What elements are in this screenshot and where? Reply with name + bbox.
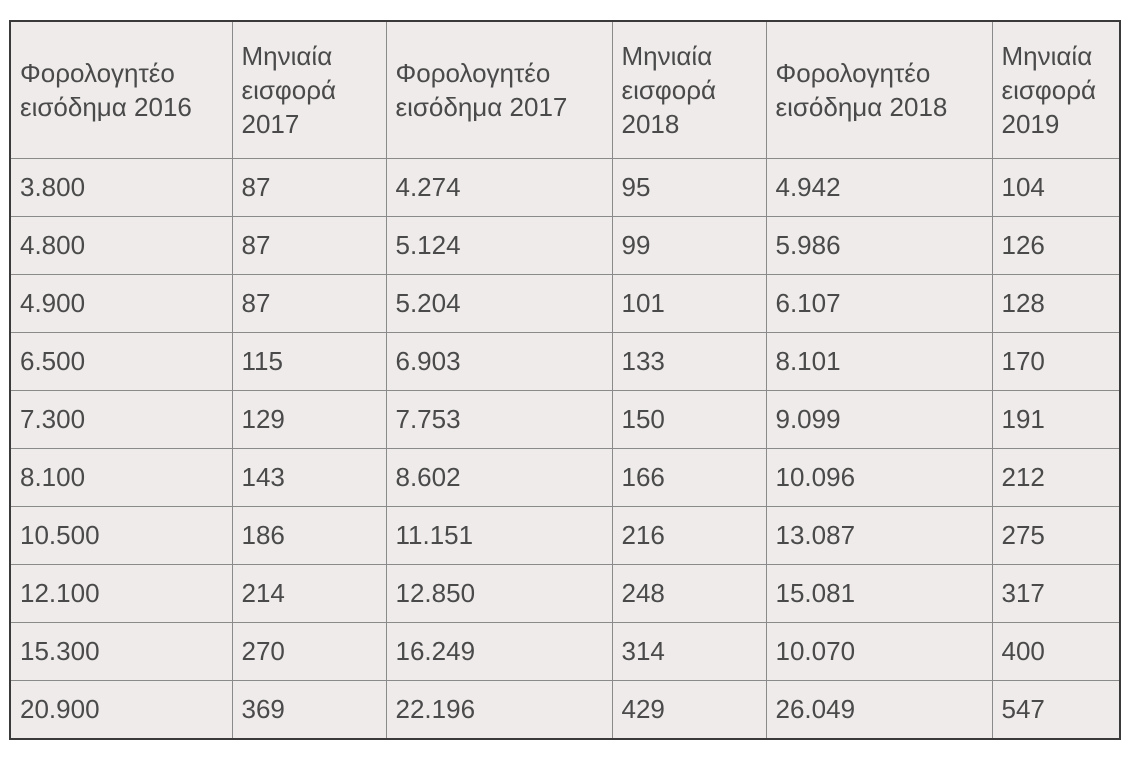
table-cell: 429	[611, 679, 767, 738]
table-cell: 133	[611, 331, 767, 391]
table-cell: 5.124	[385, 215, 613, 275]
table-cell: 547	[991, 679, 1119, 738]
table-cell: 4.900	[11, 273, 233, 333]
table-cell: 7.300	[11, 389, 233, 449]
table-cell: 95	[611, 157, 767, 217]
table-cell: 7.753	[385, 389, 613, 449]
header-monthly-contribution-2017: Μηνιαία εισφορά 2017	[231, 22, 387, 159]
table-cell: 15.300	[11, 621, 233, 681]
table-cell: 6.107	[765, 273, 993, 333]
table-cell: 26.049	[765, 679, 993, 738]
table-cell: 10.500	[11, 505, 233, 565]
table-cell: 129	[231, 389, 387, 449]
table-row: 6.500 115 6.903 133 8.101 170	[11, 331, 1119, 391]
table-cell: 4.942	[765, 157, 993, 217]
table-row: 3.800 87 4.274 95 4.942 104	[11, 157, 1119, 217]
table-cell: 87	[231, 157, 387, 217]
table-cell: 317	[991, 563, 1119, 623]
table-header-row: Φορολογητέο εισόδημα 2016 Μηνιαία εισφορ…	[11, 22, 1119, 159]
table-cell: 8.100	[11, 447, 233, 507]
table-cell: 212	[991, 447, 1119, 507]
table-cell: 248	[611, 563, 767, 623]
table-cell: 115	[231, 331, 387, 391]
table-cell: 99	[611, 215, 767, 275]
table-cell: 12.850	[385, 563, 613, 623]
table-cell: 22.196	[385, 679, 613, 738]
table-cell: 150	[611, 389, 767, 449]
table-row: 12.100 214 12.850 248 15.081 317	[11, 563, 1119, 623]
table-cell: 166	[611, 447, 767, 507]
table-cell: 10.070	[765, 621, 993, 681]
contribution-table: Φορολογητέο εισόδημα 2016 Μηνιαία εισφορ…	[11, 22, 1119, 738]
table-cell: 270	[231, 621, 387, 681]
table-cell: 275	[991, 505, 1119, 565]
table-cell: 128	[991, 273, 1119, 333]
table-row: 15.300 270 16.249 314 10.070 400	[11, 621, 1119, 681]
table-cell: 104	[991, 157, 1119, 217]
table-cell: 20.900	[11, 679, 233, 738]
table-cell: 6.903	[385, 331, 613, 391]
table-cell: 3.800	[11, 157, 233, 217]
table-cell: 6.500	[11, 331, 233, 391]
table-cell: 4.800	[11, 215, 233, 275]
contribution-table-container: Φορολογητέο εισόδημα 2016 Μηνιαία εισφορ…	[9, 20, 1121, 740]
table-cell: 143	[231, 447, 387, 507]
table-cell: 10.096	[765, 447, 993, 507]
table-cell: 11.151	[385, 505, 613, 565]
table-row: 4.800 87 5.124 99 5.986 126	[11, 215, 1119, 275]
table-cell: 8.101	[765, 331, 993, 391]
table-cell: 101	[611, 273, 767, 333]
table-cell: 400	[991, 621, 1119, 681]
table-cell: 87	[231, 273, 387, 333]
header-taxable-income-2018: Φορολογητέο εισόδημα 2018	[765, 22, 993, 159]
table-cell: 5.986	[765, 215, 993, 275]
table-row: 8.100 143 8.602 166 10.096 212	[11, 447, 1119, 507]
table-cell: 8.602	[385, 447, 613, 507]
header-monthly-contribution-2018: Μηνιαία εισφορά 2018	[611, 22, 767, 159]
table-row: 4.900 87 5.204 101 6.107 128	[11, 273, 1119, 333]
table-cell: 170	[991, 331, 1119, 391]
table-cell: 216	[611, 505, 767, 565]
table-cell: 5.204	[385, 273, 613, 333]
table-cell: 369	[231, 679, 387, 738]
header-taxable-income-2017: Φορολογητέο εισόδημα 2017	[385, 22, 613, 159]
header-taxable-income-2016: Φορολογητέο εισόδημα 2016	[11, 22, 233, 159]
table-cell: 16.249	[385, 621, 613, 681]
header-monthly-contribution-2019: Μηνιαία εισφορά 2019	[991, 22, 1119, 159]
table-row: 7.300 129 7.753 150 9.099 191	[11, 389, 1119, 449]
table-row: 10.500 186 11.151 216 13.087 275	[11, 505, 1119, 565]
table-cell: 214	[231, 563, 387, 623]
table-cell: 15.081	[765, 563, 993, 623]
table-cell: 126	[991, 215, 1119, 275]
table-cell: 9.099	[765, 389, 993, 449]
table-cell: 186	[231, 505, 387, 565]
table-cell: 13.087	[765, 505, 993, 565]
table-row: 20.900 369 22.196 429 26.049 547	[11, 679, 1119, 738]
table-cell: 12.100	[11, 563, 233, 623]
table-cell: 87	[231, 215, 387, 275]
table-cell: 191	[991, 389, 1119, 449]
table-cell: 314	[611, 621, 767, 681]
table-cell: 4.274	[385, 157, 613, 217]
